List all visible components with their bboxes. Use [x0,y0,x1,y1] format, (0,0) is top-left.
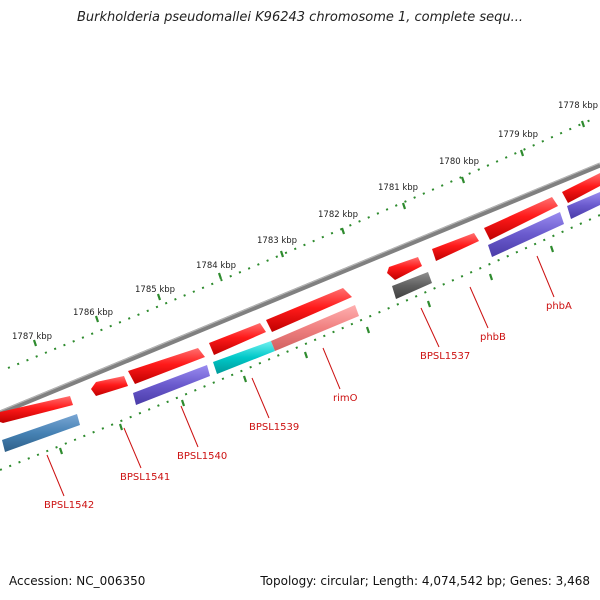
gene-forward[interactable] [266,288,352,332]
gene-label[interactable]: BPSL1537 [420,351,470,362]
gene-label[interactable]: BPSL1541 [120,472,170,483]
tick-label: 1785 kbp [135,285,175,295]
gene-forward[interactable] [91,376,128,396]
genome-summary-text: Topology: circular; Length: 4,074,542 bp… [260,574,590,588]
map-title: Burkholderia pseudomallei K96243 chromos… [76,10,524,25]
gene-label[interactable]: phbA [546,301,572,312]
tick-label: 1786 kbp [73,308,113,318]
tick-label: 1780 kbp [439,157,479,167]
label-leaders [46,255,555,497]
gene-label[interactable]: phbB [480,332,506,343]
gene-label[interactable]: rimO [333,393,358,404]
gene-forward[interactable] [0,396,73,423]
gene-label[interactable]: BPSL1542 [44,500,94,511]
tick-label: 1784 kbp [196,261,236,271]
gene-rrna[interactable] [213,341,275,374]
gene-forward[interactable] [562,173,600,203]
tick-label: 1787 kbp [12,332,52,342]
scale-tick-labels: 1778 kbp 1779 kbp 1780 kbp 1781 kbp 1782… [12,101,598,342]
tick-label: 1782 kbp [318,210,358,220]
gene-reverse[interactable] [488,212,564,257]
outer-major-ticks [32,120,586,347]
inner-major-ticks [58,245,555,455]
gene-label[interactable]: BPSL1540 [177,451,227,462]
gene-forward[interactable] [209,323,266,355]
tick-label: 1779 kbp [498,130,538,140]
gene-pseudo[interactable] [271,305,359,351]
gene-forward[interactable] [432,233,479,261]
genome-backbone [0,162,600,416]
gene-reverse[interactable] [567,192,600,219]
gene-forward[interactable] [484,197,558,240]
gene-forward[interactable] [387,257,422,280]
gene-label[interactable]: BPSL1539 [249,422,299,433]
gene-reverse[interactable] [133,365,210,405]
tick-label: 1778 kbp [558,101,598,111]
gene-forward[interactable] [128,348,205,384]
accession-text: Accession: NC_006350 [9,574,146,588]
inner-scale-ring [0,214,600,471]
gene-labels: BPSL1542 BPSL1541 BPSL1540 BPSL1539 rimO… [44,301,572,511]
reverse-strand-genes [2,192,600,452]
tick-label: 1783 kbp [257,236,297,246]
gene-other[interactable] [392,272,432,299]
gene-reverse[interactable] [2,414,80,452]
forward-strand-genes [0,173,600,423]
tick-label: 1781 kbp [378,183,418,193]
